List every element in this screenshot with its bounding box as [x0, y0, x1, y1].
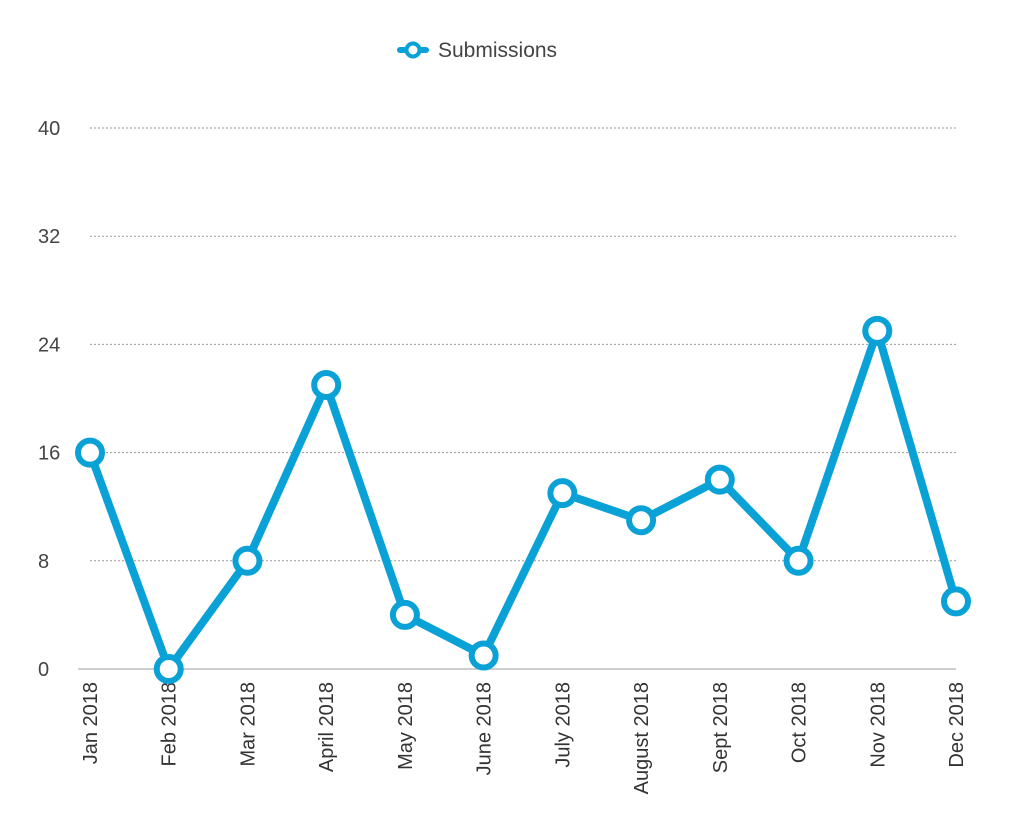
- data-point[interactable]: [75, 437, 105, 468]
- x-tick-label: August 2018: [631, 682, 653, 794]
- data-point[interactable]: [626, 505, 657, 536]
- x-tick-label: April 2018: [316, 682, 338, 772]
- data-point[interactable]: [783, 545, 814, 576]
- data-point[interactable]: [311, 369, 342, 400]
- x-axis-tick-labels: Jan 2018 Feb 2018 Mar 2018 April 2018 May 20…: [80, 682, 968, 794]
- data-point[interactable]: [389, 599, 420, 630]
- legend-label-submissions: Submissions: [438, 39, 557, 62]
- x-tick-label: June 2018: [474, 682, 496, 775]
- x-tick-label: Dec 2018: [946, 682, 968, 768]
- y-tick-label: 32: [38, 226, 60, 248]
- data-point[interactable]: [547, 478, 578, 509]
- data-point[interactable]: [862, 315, 893, 346]
- x-tick-label: Feb 2018: [159, 682, 181, 767]
- chart-series: [75, 315, 971, 684]
- chart-legend: Submissions: [397, 39, 557, 62]
- y-tick-label: 16: [38, 443, 60, 465]
- x-tick-label: Nov 2018: [867, 682, 889, 768]
- data-point[interactable]: [704, 464, 735, 495]
- series-line-submissions: [86, 326, 960, 673]
- x-tick-label: Oct 2018: [789, 682, 811, 763]
- x-tick-label: May 2018: [395, 682, 417, 770]
- x-tick-label: Mar 2018: [237, 682, 259, 767]
- data-point[interactable]: [468, 640, 499, 671]
- x-tick-label: Jan 2018: [80, 682, 102, 764]
- x-tick-label: July 2018: [552, 682, 574, 768]
- data-point[interactable]: [941, 586, 971, 617]
- data-point[interactable]: [153, 654, 184, 684]
- x-tick-label: Sept 2018: [710, 682, 732, 773]
- y-tick-label: 40: [38, 118, 60, 140]
- legend-swatch-marker: [404, 41, 422, 59]
- y-tick-label: 8: [38, 551, 49, 573]
- y-axis-tick-labels: 0 8 16 24 32 40: [38, 118, 60, 681]
- y-tick-label: 0: [38, 659, 49, 681]
- data-point[interactable]: [232, 545, 263, 576]
- y-tick-label: 24: [38, 334, 60, 356]
